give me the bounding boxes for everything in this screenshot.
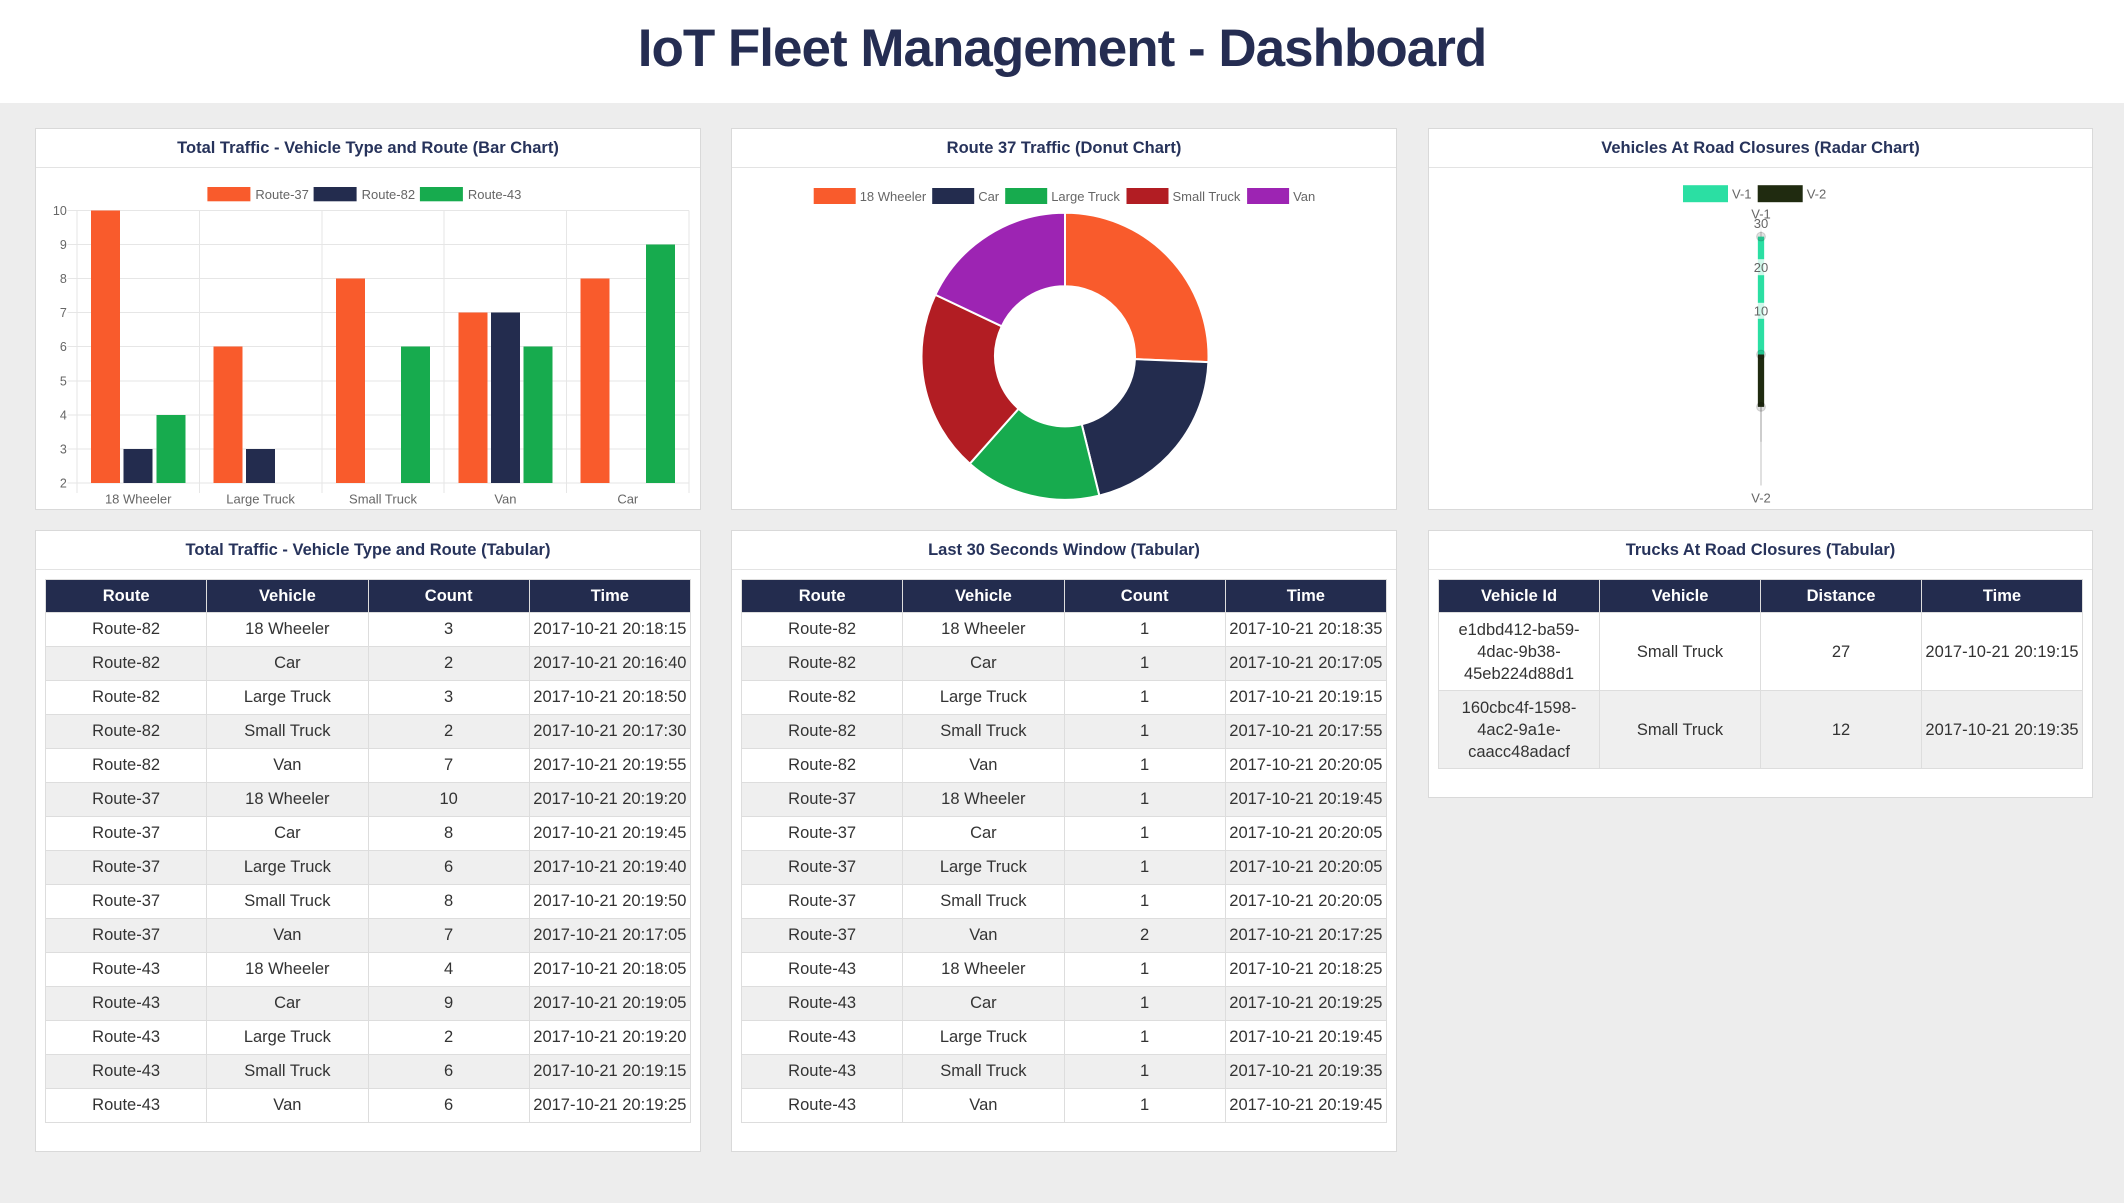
svg-text:30: 30 (1754, 216, 1768, 231)
svg-text:Route-43: Route-43 (468, 187, 521, 202)
svg-text:Car: Car (617, 492, 639, 507)
svg-text:7: 7 (60, 306, 67, 320)
svg-text:18 Wheeler: 18 Wheeler (860, 189, 927, 204)
svg-text:Route-82: Route-82 (362, 187, 415, 202)
svg-text:Small Truck: Small Truck (1173, 189, 1241, 204)
svg-text:18 Wheeler: 18 Wheeler (105, 492, 172, 507)
svg-text:V-2: V-2 (1807, 187, 1827, 202)
svg-text:20: 20 (1754, 260, 1768, 275)
svg-text:10: 10 (53, 204, 67, 218)
svg-text:4: 4 (60, 408, 67, 422)
svg-text:Car: Car (978, 189, 1000, 204)
svg-text:3: 3 (60, 443, 67, 457)
svg-text:10: 10 (1754, 303, 1768, 318)
svg-text:Small Truck: Small Truck (349, 492, 417, 507)
svg-text:Route-37: Route-37 (255, 187, 308, 202)
svg-text:V-1: V-1 (1751, 207, 1771, 222)
svg-text:Large Truck: Large Truck (226, 492, 295, 507)
svg-text:2: 2 (60, 477, 67, 491)
svg-text:Van: Van (494, 492, 516, 507)
svg-text:5: 5 (60, 374, 67, 388)
svg-text:Van: Van (1293, 189, 1315, 204)
svg-text:V-2: V-2 (1751, 491, 1771, 506)
svg-text:9: 9 (60, 238, 67, 252)
svg-text:6: 6 (60, 340, 67, 354)
svg-text:8: 8 (60, 272, 67, 286)
svg-text:V-1: V-1 (1732, 187, 1752, 202)
svg-text:Large Truck: Large Truck (1051, 189, 1120, 204)
